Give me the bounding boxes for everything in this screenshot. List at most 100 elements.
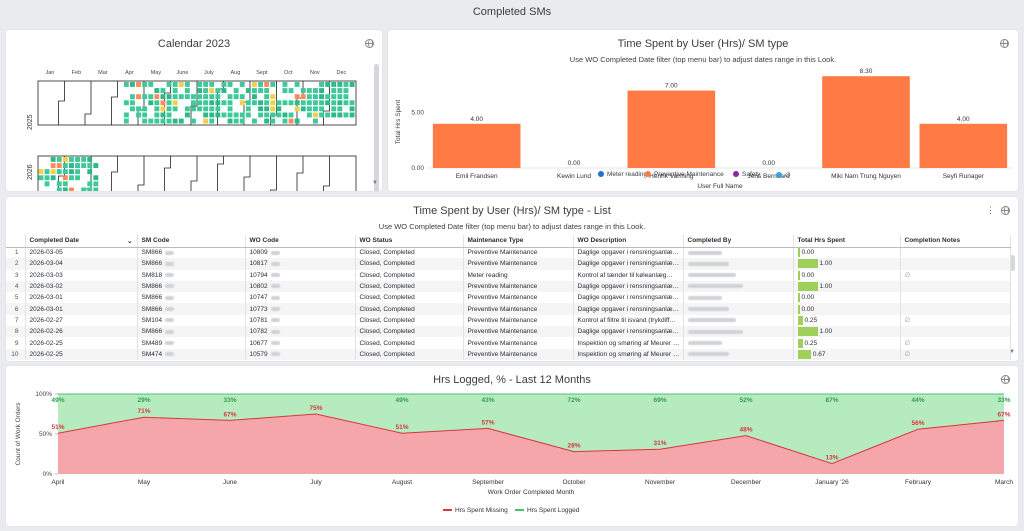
calendar-day-cell	[288, 100, 294, 106]
calendar-day-cell	[166, 118, 172, 124]
calendar-day-cell	[172, 118, 178, 124]
table-row[interactable]: 6 2026-03-01 SM866 10773 Closed, Completed Pr…	[6, 303, 1011, 315]
total-hrs-cell: 0.67	[793, 348, 901, 360]
wo-description-cell-text: Kontrol af filtre til isvand (trykdiff…	[577, 316, 677, 324]
wo-description-cell: Daglige opgaver i rensningsanlæ…	[573, 292, 684, 304]
legend-item[interactable]: Safety	[733, 171, 760, 178]
calendar-day-cell	[197, 106, 202, 112]
calendar-day-cell	[203, 118, 209, 124]
wo-description-cell-text: Daglige opgaver i rensningsanlæ…	[577, 260, 680, 268]
completed-date-cell-text: 2026-03-05	[29, 249, 63, 257]
logged-data-label: 29%	[137, 397, 150, 404]
calendar-day-cell	[282, 88, 288, 93]
column-header[interactable]: WO Status	[355, 235, 464, 248]
calendar-day-cell	[319, 100, 324, 106]
calendar-scrollbar[interactable]	[374, 64, 379, 191]
maintenance-type-cell-text: Preventive Maintenance	[467, 328, 538, 336]
globe-icon[interactable]	[1000, 39, 1009, 48]
redacted-text	[165, 250, 175, 255]
calendar-day-cell	[313, 118, 318, 124]
wo-status-cell: Closed, Completed	[355, 280, 464, 293]
calendar-day-cell	[123, 82, 129, 87]
table-row[interactable]: 9 2026-02-25 SM489 10677 Closed, Completed Pr…	[6, 337, 1011, 349]
table-row[interactable]: 10 2026-02-25 SM474 10579 Closed, Completed P…	[6, 348, 1011, 360]
more-options-icon[interactable]: ⋮	[986, 205, 995, 215]
calendar-day-cell	[56, 169, 62, 175]
column-header[interactable]: Maintenance Type	[463, 235, 574, 248]
wo-description-cell: Daglige opgaver i rensningsanlæ…	[573, 280, 684, 293]
table-row[interactable]: 2 2026-03-04 SM866 10817 Closed, Completed Pr…	[6, 258, 1011, 270]
calendar-day-cell	[50, 163, 56, 168]
calendar-day-cell	[136, 94, 141, 100]
column-header[interactable]: Completion Notes	[900, 235, 1011, 248]
wo-description-cell: Daglige opgaver i rensningsanlæ…	[573, 258, 684, 270]
calendar-day-cell	[264, 118, 270, 124]
x-tick-label: December	[731, 479, 762, 486]
wo-description-cell: Kontrol af filtre til isvand (trykdiff…	[573, 314, 684, 327]
calendar-day-cell	[62, 181, 68, 187]
globe-icon[interactable]	[365, 39, 374, 48]
calendar-day-cell	[197, 94, 202, 100]
legend-label: Hrs Spent Missing	[455, 507, 508, 514]
calendar-day-cell	[69, 163, 74, 168]
calendar-day-cell	[245, 100, 251, 106]
calendar-day-cell	[62, 163, 68, 168]
completed-by-cell	[683, 280, 794, 293]
calendar-day-cell	[215, 88, 221, 93]
scroll-down-icon[interactable]: ▼	[1009, 349, 1015, 355]
x-tick-label: September	[472, 479, 505, 486]
wo-description-cell: Inspektion og smøring af Meurer …	[573, 348, 684, 360]
sm-code-cell-text: SM474	[141, 350, 163, 358]
wo-description-cell-text: Kontrol af tænder til køleanlæg…	[577, 271, 673, 279]
legend-item[interactable]: Meter reading	[598, 171, 647, 178]
sort-desc-icon[interactable]: ⌄	[127, 237, 133, 245]
calendar-month-border	[190, 81, 198, 125]
table-row[interactable]: 4 2026-03-02 SM866 10802 Closed, Completed Pr…	[6, 280, 1011, 293]
total-hrs-cell: 1.00	[793, 326, 901, 338]
calendar-day-cell	[252, 82, 257, 87]
missing-data-label: 51%	[51, 424, 64, 431]
y-tick-label: 100%	[35, 391, 52, 398]
wo-status-cell-text: Closed, Completed	[359, 350, 415, 358]
redacted-text	[687, 340, 722, 345]
table-row[interactable]: 1 2026-03-05 SM866 10809 Closed, Completed Pr…	[6, 247, 1011, 259]
completed-date-cell: 2026-02-26	[25, 326, 138, 338]
sm-code-cell-text: SM866	[141, 294, 163, 302]
table-row[interactable]: 8 2026-02-26 SM866 10782 Closed, Completed Pr…	[6, 326, 1011, 338]
table-row[interactable]: 7 2026-02-27 SM104 10781 Closed, Completed Pr…	[6, 314, 1011, 327]
redacted-text	[687, 295, 722, 300]
column-header[interactable]: Completed Date ⌄	[25, 235, 138, 248]
calendar-day-cell	[313, 88, 318, 93]
hrs-bar	[797, 338, 803, 348]
table-row[interactable]: 5 2026-03-01 SM866 10747 Closed, Completed Pr…	[6, 292, 1011, 304]
calendar-day-cell	[69, 169, 74, 175]
hrs-bar	[797, 248, 800, 258]
column-header[interactable]: Completed By	[683, 235, 794, 248]
calendar-day-cell	[294, 82, 300, 87]
logged-data-label: 49%	[51, 397, 64, 404]
row-number: 3	[6, 269, 26, 281]
legend-item[interactable]: Preventive Maintenance	[645, 171, 724, 178]
calendar-day-cell	[123, 118, 129, 124]
calendar-month-label: May	[151, 70, 162, 76]
y-axis-label: Total Hrs Spent	[395, 100, 402, 145]
wo-code-cell: 10579	[245, 348, 356, 360]
column-header[interactable]: SM Code	[137, 235, 246, 248]
calendar-day-cell	[215, 100, 221, 106]
scroll-down-icon[interactable]: ▼	[372, 180, 378, 186]
globe-icon[interactable]	[1001, 206, 1010, 215]
globe-icon[interactable]	[1001, 375, 1010, 384]
list-scrollbar[interactable]	[1010, 255, 1015, 271]
column-header[interactable]: WO Code	[245, 235, 356, 248]
legend-item[interactable]: ∅	[776, 171, 791, 179]
calendar-month-border	[323, 156, 330, 191]
calendar-day-cell	[227, 106, 233, 112]
column-header[interactable]: Total Hrs Spent	[793, 235, 901, 248]
calendar-day-cell	[337, 100, 343, 106]
table-row[interactable]: 3 2026-03-03 SM818 10794 Closed, Completed Me…	[6, 269, 1011, 281]
x-tick-label: Kewin Lund	[557, 173, 591, 180]
column-header[interactable]: WO Description	[573, 235, 684, 248]
hrs-bar	[797, 327, 818, 337]
wo-description-cell-text: Inspektion og smøring af Meurer …	[577, 339, 680, 347]
calendar-month-label: Dec	[337, 70, 347, 76]
